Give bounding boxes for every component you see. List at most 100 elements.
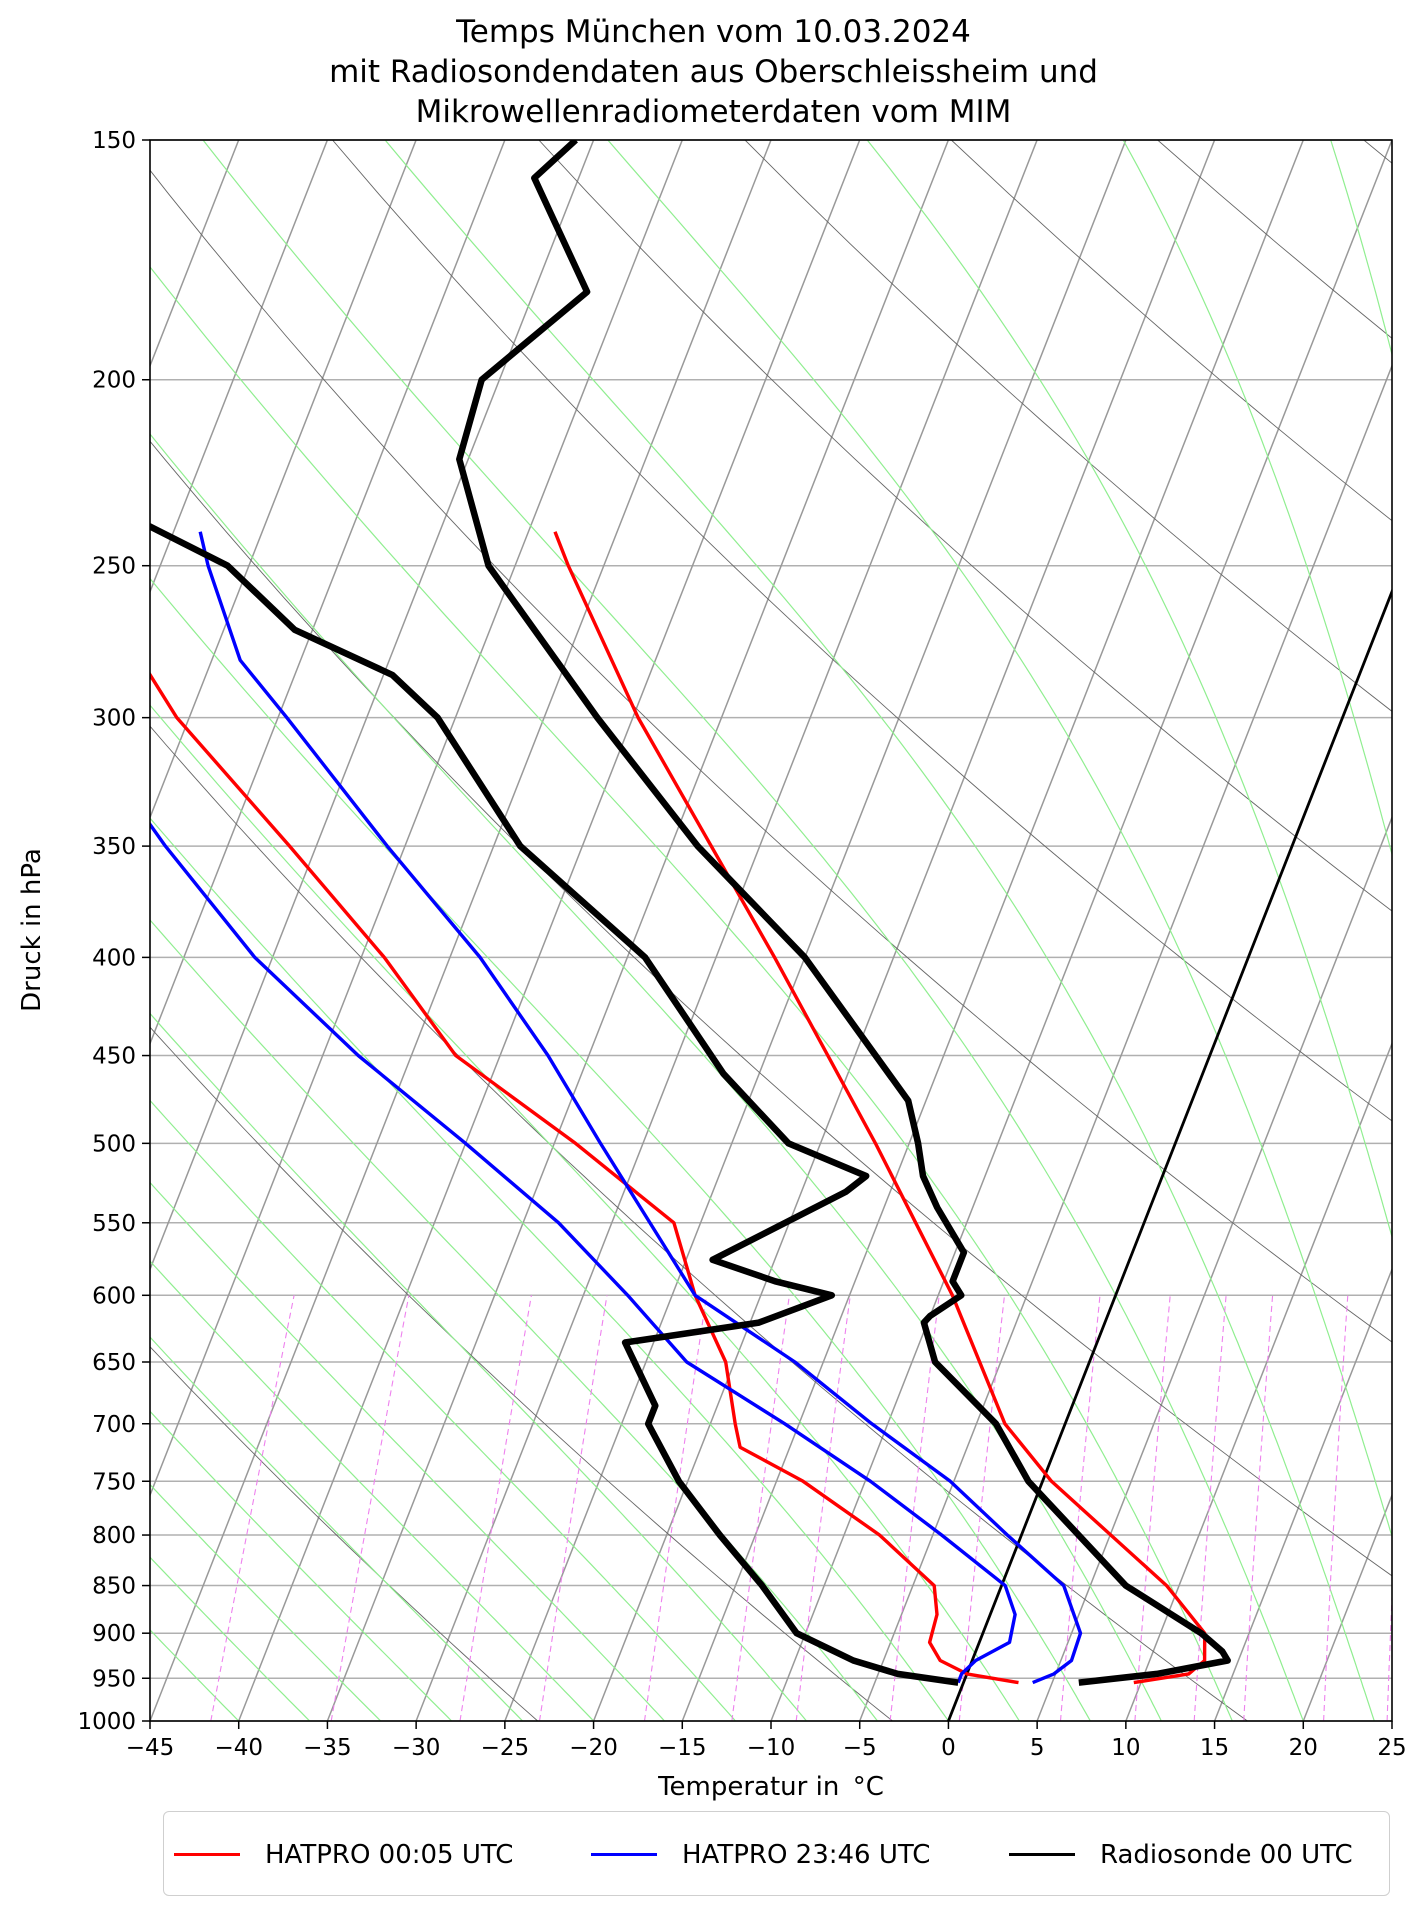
isotherm-line — [770, 140, 1392, 1721]
mixing-ratio-line — [210, 1295, 295, 1721]
isotherm-line — [150, 140, 772, 1721]
chart-title-line-2: mit Radiosondendaten aus Oberschleisshei… — [329, 54, 1098, 90]
legend-label: Radiosonde 00 UTC — [1100, 1839, 1353, 1870]
pressure-gridlines — [150, 139, 1392, 1722]
x-tick-label: −5 — [843, 1735, 877, 1761]
y-tick-label: 1000 — [77, 1709, 136, 1735]
legend-swatch-blue — [591, 1853, 657, 1856]
y-tick-label: 250 — [92, 554, 136, 580]
temperature-profile-3 — [456, 140, 1231, 1686]
zero-degree-isotherm — [947, 587, 1392, 1721]
temperature-profile-2 — [198, 531, 1083, 1685]
isotherm-line — [1036, 815, 1392, 1721]
moist-adiabat-line — [866, 140, 1392, 1239]
y-tick-label: 700 — [92, 1412, 136, 1438]
isotherm-line — [1302, 1493, 1392, 1721]
y-tick-label: 400 — [92, 945, 136, 971]
dewpoint-profile-2 — [150, 821, 1017, 1684]
y-tick-label: 850 — [92, 1574, 136, 1600]
y-tick-label: 900 — [92, 1621, 136, 1647]
legend-swatch-black — [1009, 1853, 1075, 1856]
isotherm-line — [681, 140, 1304, 1721]
moist-adiabat-line — [607, 140, 1392, 1539]
dry-adiabat-line — [1363, 140, 1392, 164]
mixing-ratio-line — [1386, 1585, 1392, 1721]
legend-label: HATPRO 00:05 UTC — [265, 1839, 514, 1870]
x-tick-label: −15 — [658, 1735, 707, 1761]
y-tick-label: 200 — [92, 368, 136, 394]
moist-adiabat-line — [150, 1336, 524, 1721]
isotherm-line — [150, 140, 506, 1046]
mixing-ratio-line — [731, 1295, 790, 1721]
legend-item-radiosonde: Radiosonde 00 UTC — [1009, 1812, 1353, 1897]
mixing-ratio-line — [889, 1295, 940, 1721]
legend-item-hatpro-0005: HATPRO 00:05 UTC — [174, 1812, 513, 1897]
background-thermo-lines — [150, 140, 1392, 1721]
dewpoint-profile-1 — [150, 671, 1019, 1685]
x-tick-label: −20 — [569, 1735, 618, 1761]
isotherm-line — [1125, 1041, 1392, 1721]
y-tick-label: 500 — [92, 1131, 136, 1157]
x-tick-label: −35 — [303, 1735, 352, 1761]
x-tick-label: 25 — [1377, 1735, 1406, 1761]
dry-adiabat-line — [744, 140, 1392, 712]
dry-adiabat-line — [538, 140, 1392, 912]
temperature-profile-1 — [553, 531, 1207, 1685]
mixing-ratio-line — [1243, 1295, 1274, 1721]
dry-adiabat-line — [150, 169, 1392, 1343]
moist-adiabat-line — [150, 433, 1162, 1721]
x-tick-label: 20 — [1289, 1735, 1318, 1761]
moist-adiabat-line — [150, 1260, 595, 1721]
profile-lines — [150, 140, 1231, 1686]
isotherm-line — [415, 140, 1038, 1721]
mixing-ratio-line — [795, 1295, 851, 1721]
x-tick-label: −40 — [214, 1735, 263, 1761]
moist-adiabat-line — [150, 817, 949, 1721]
x-tick-label: −30 — [392, 1735, 441, 1761]
x-tick-label: −10 — [747, 1735, 796, 1761]
y-tick-label: 150 — [92, 128, 136, 154]
isotherm-line — [1391, 1718, 1392, 1721]
x-tick-label: 10 — [1111, 1735, 1140, 1761]
isotherm-line — [150, 140, 417, 820]
x-axis: −45 −40 −35 −30 −25 −20 −15 −10 −5 0 5 10 15 20 25 — [126, 1721, 1407, 1761]
isotherm-line — [592, 140, 1216, 1721]
y-tick-label: 300 — [92, 706, 136, 732]
dry-adiabat-line — [150, 1346, 538, 1721]
mixing-ratio-line — [459, 1295, 532, 1721]
isotherm-line — [326, 140, 950, 1721]
chart-title-line-3: Mikrowellenradiometerdaten vom MIM — [415, 94, 1012, 130]
dewpoint-profile-3 — [150, 522, 959, 1686]
y-tick-label: 450 — [92, 1044, 136, 1070]
isotherm-line — [150, 140, 595, 1272]
isotherm-line — [150, 140, 683, 1498]
mixing-ratio-line — [1323, 1295, 1349, 1721]
y-tick-label: 650 — [92, 1350, 136, 1376]
moist-adiabat-line — [150, 1099, 736, 1721]
moist-adiabat-line — [150, 919, 878, 1721]
dry-adiabat-line — [950, 140, 1392, 522]
x-tick-label: −25 — [481, 1735, 530, 1761]
legend-item-hatpro-2346: HATPRO 23:46 UTC — [591, 1812, 930, 1897]
moist-adiabat-line — [150, 577, 1091, 1721]
x-tick-label: −45 — [126, 1735, 175, 1761]
moist-adiabat-line — [150, 1410, 453, 1721]
moist-adiabat-line — [150, 1181, 665, 1721]
y-tick-label: 600 — [92, 1283, 136, 1309]
plot-frame — [149, 139, 1393, 1722]
x-axis-label: Temperatur in °C — [657, 1772, 884, 1802]
legend-swatch-red — [174, 1853, 240, 1856]
y-tick-label: 550 — [92, 1211, 136, 1237]
moist-adiabat-line — [384, 140, 1375, 1721]
moist-adiabat-line — [1122, 140, 1392, 857]
isotherm-line — [150, 140, 329, 594]
y-tick-label: 350 — [92, 834, 136, 860]
y-axis: 1000 950 900 850 800 750 700 650 600 550 500 450 400… — [77, 128, 150, 1735]
x-tick-label: 0 — [941, 1735, 956, 1761]
isotherm-line — [238, 140, 861, 1721]
moist-adiabat-line — [1330, 140, 1392, 357]
isotherm-line — [859, 363, 1392, 1721]
y-tick-label: 800 — [92, 1523, 136, 1549]
x-tick-label: 5 — [1030, 1735, 1045, 1761]
